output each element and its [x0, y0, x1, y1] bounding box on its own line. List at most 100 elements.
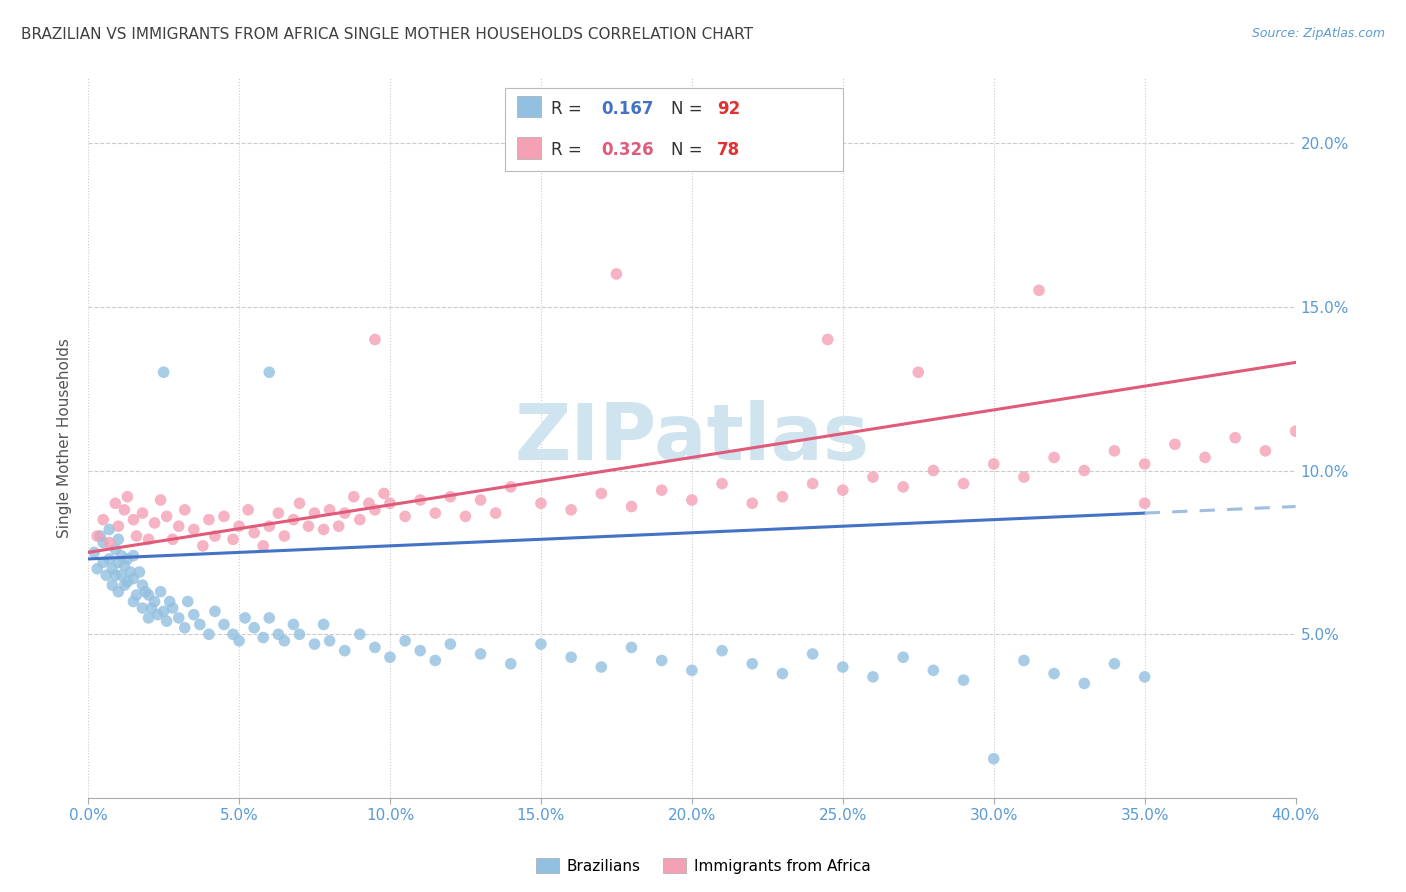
Point — [152, 365, 174, 379]
Point — [156, 509, 179, 524]
Text: 0.326: 0.326 — [602, 141, 654, 159]
Point — [591, 486, 613, 500]
Point — [770, 666, 793, 681]
Point — [681, 663, 703, 677]
Point — [173, 503, 195, 517]
Point — [107, 555, 129, 569]
Point — [152, 604, 174, 618]
Point — [470, 493, 492, 508]
Point — [125, 588, 148, 602]
Point — [620, 640, 643, 655]
Point — [198, 627, 221, 641]
FancyBboxPatch shape — [505, 88, 842, 171]
Point — [1028, 284, 1050, 298]
Point — [222, 533, 245, 547]
Point — [91, 513, 114, 527]
Point — [233, 611, 256, 625]
Point — [1164, 437, 1187, 451]
Point — [681, 493, 703, 508]
Point — [297, 519, 319, 533]
Point — [304, 506, 326, 520]
Point — [499, 480, 522, 494]
Point — [104, 542, 127, 557]
Point — [409, 643, 432, 657]
Point — [267, 627, 290, 641]
Point — [485, 506, 508, 520]
Point — [425, 506, 447, 520]
Point — [952, 673, 974, 687]
Point — [1073, 463, 1095, 477]
Point — [259, 519, 281, 533]
Point — [530, 637, 553, 651]
Point — [138, 611, 160, 625]
Point — [328, 519, 350, 533]
Point — [1104, 443, 1126, 458]
Point — [530, 496, 553, 510]
Legend: Brazilians, Immigrants from Africa: Brazilians, Immigrants from Africa — [530, 852, 876, 880]
Point — [343, 490, 366, 504]
Point — [122, 549, 145, 563]
Point — [267, 506, 290, 520]
Point — [439, 637, 461, 651]
Point — [817, 333, 839, 347]
Point — [312, 523, 335, 537]
Point — [364, 333, 387, 347]
Point — [499, 657, 522, 671]
Point — [378, 496, 401, 510]
Point — [741, 496, 763, 510]
Point — [112, 558, 135, 573]
Point — [283, 513, 305, 527]
Point — [149, 584, 172, 599]
Point — [801, 647, 824, 661]
Point — [312, 617, 335, 632]
Point — [122, 594, 145, 608]
Point — [373, 486, 395, 500]
Point — [91, 535, 114, 549]
Point — [117, 490, 139, 504]
FancyBboxPatch shape — [517, 95, 541, 117]
Point — [117, 574, 139, 589]
Point — [101, 578, 124, 592]
Point — [651, 483, 673, 498]
Text: ZIPatlas: ZIPatlas — [515, 400, 869, 475]
Point — [96, 568, 118, 582]
Point — [98, 523, 121, 537]
Point — [183, 607, 205, 622]
Point — [252, 631, 274, 645]
Point — [146, 607, 169, 622]
Point — [1254, 443, 1277, 458]
Point — [131, 601, 153, 615]
Point — [288, 627, 311, 641]
Point — [122, 572, 145, 586]
Point — [259, 365, 281, 379]
Point — [212, 509, 235, 524]
Point — [138, 533, 160, 547]
Point — [183, 523, 205, 537]
Point — [198, 513, 221, 527]
Point — [252, 539, 274, 553]
Point — [1012, 653, 1035, 667]
Point — [91, 555, 114, 569]
Point — [711, 476, 734, 491]
Point — [283, 617, 305, 632]
Point — [364, 640, 387, 655]
Point — [560, 650, 582, 665]
Point — [122, 513, 145, 527]
Point — [204, 604, 226, 618]
Point — [86, 529, 108, 543]
Point — [162, 601, 184, 615]
Point — [711, 643, 734, 657]
Point — [922, 463, 945, 477]
Point — [349, 627, 371, 641]
Point — [394, 509, 416, 524]
Point — [454, 509, 477, 524]
Point — [1133, 670, 1156, 684]
Point — [907, 365, 929, 379]
Point — [83, 545, 105, 559]
Point — [1225, 431, 1247, 445]
Point — [349, 513, 371, 527]
Point — [1043, 666, 1066, 681]
Point — [801, 476, 824, 491]
Point — [862, 470, 884, 484]
Point — [204, 529, 226, 543]
